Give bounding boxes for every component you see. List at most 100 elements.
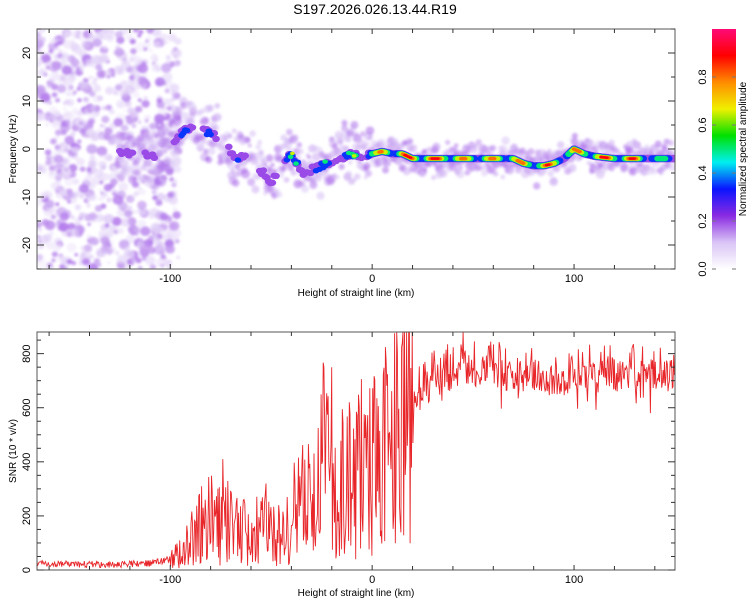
noise-blob [37,60,43,65]
ridge-segment [494,156,501,161]
noise-blob [170,83,180,93]
y-tick-label: 400 [21,453,33,471]
halo-blob [251,185,260,194]
noise-blob [123,249,133,258]
y-tick-label: 10 [21,95,33,107]
noise-blob [165,244,175,254]
ridge-segment [520,161,526,166]
halo-blob [571,132,578,140]
halo-blob [231,179,240,187]
halo-blob [382,166,389,174]
noise-blob [135,257,142,264]
halo-blob [205,156,213,164]
halo-blob [338,163,345,170]
noise-blob [66,242,77,252]
halo-blob [137,119,142,125]
halo-blob [382,158,392,168]
noise-blob [45,159,52,166]
halo-blob [254,159,260,165]
halo-blob [257,139,263,145]
noise-blob [143,95,149,100]
noise-blob [147,246,156,254]
halo-blob [456,169,465,179]
noise-blob [116,36,124,44]
noise-blob [93,77,98,82]
noise-blob [68,121,75,127]
noise-blob [62,107,67,111]
halo-blob [143,158,153,168]
noise-blob [60,129,67,136]
noise-blob [171,182,177,188]
colorbar-tick-label: 0.2 [697,213,709,228]
noise-blob [113,117,124,127]
halo-blob [200,139,206,145]
ridge-segment [259,167,268,174]
ridge-segment [465,156,472,161]
noise-blob [85,191,90,196]
noise-blob [82,258,91,266]
noise-blob [87,172,92,178]
noise-blob [153,184,160,191]
noise-blob [118,202,129,212]
noise-blob [94,205,103,212]
halo-blob [253,152,261,161]
noise-blob [59,141,66,147]
noise-blob [48,114,57,122]
halo-blob [286,128,293,136]
noise-blob [73,90,77,95]
noise-blob [88,212,98,221]
halo-blob [166,142,172,147]
halo-blob [345,136,352,143]
ridge-segment [207,131,214,138]
halo-blob [173,117,183,126]
noise-blob [65,90,72,97]
halo-blob [481,169,488,177]
noise-blob [93,84,102,93]
noise-blob [38,259,49,269]
noise-blob [170,103,175,108]
noise-blob [99,124,104,128]
noise-blob [79,121,83,125]
noise-blob [104,223,110,228]
halo-blob [207,147,216,155]
noise-blob [135,233,140,237]
noise-blob [136,239,144,246]
ridge-segment [150,154,159,162]
noise-blob [120,218,131,227]
halo-blob [432,142,441,151]
noise-blob [153,58,159,63]
noise-blob [47,262,53,268]
noise-blob [132,29,139,33]
noise-blob [123,108,127,112]
halo-blob [361,144,368,151]
noise-blob [130,48,137,55]
halo-blob [189,117,195,124]
ridge-segment [272,172,280,180]
halo-blob [341,119,348,126]
noise-blob [37,31,42,39]
noise-blob [150,222,161,232]
noise-blob [148,48,153,53]
noise-blob [154,244,165,255]
noise-blob [90,54,102,65]
x-tick-label: 100 [565,574,583,586]
noise-blob [89,154,96,161]
y-tick-label: 0 [21,146,33,152]
noise-blob [70,58,80,67]
x-tick-label: -100 [159,273,181,285]
noise-blob [118,182,129,192]
noise-blob [103,133,111,141]
halo-blob [475,139,482,146]
halo-blob [633,141,642,150]
noise-blob [160,63,172,73]
halo-blob [142,137,148,143]
noise-blob [48,49,54,54]
noise-blob [169,177,175,182]
noise-blob [49,231,54,236]
noise-blob [108,34,114,40]
noise-blob [168,221,180,231]
noise-blob [38,36,46,44]
noise-blob [66,258,73,265]
ridge-segment [351,154,357,158]
halo-blob [300,184,309,193]
